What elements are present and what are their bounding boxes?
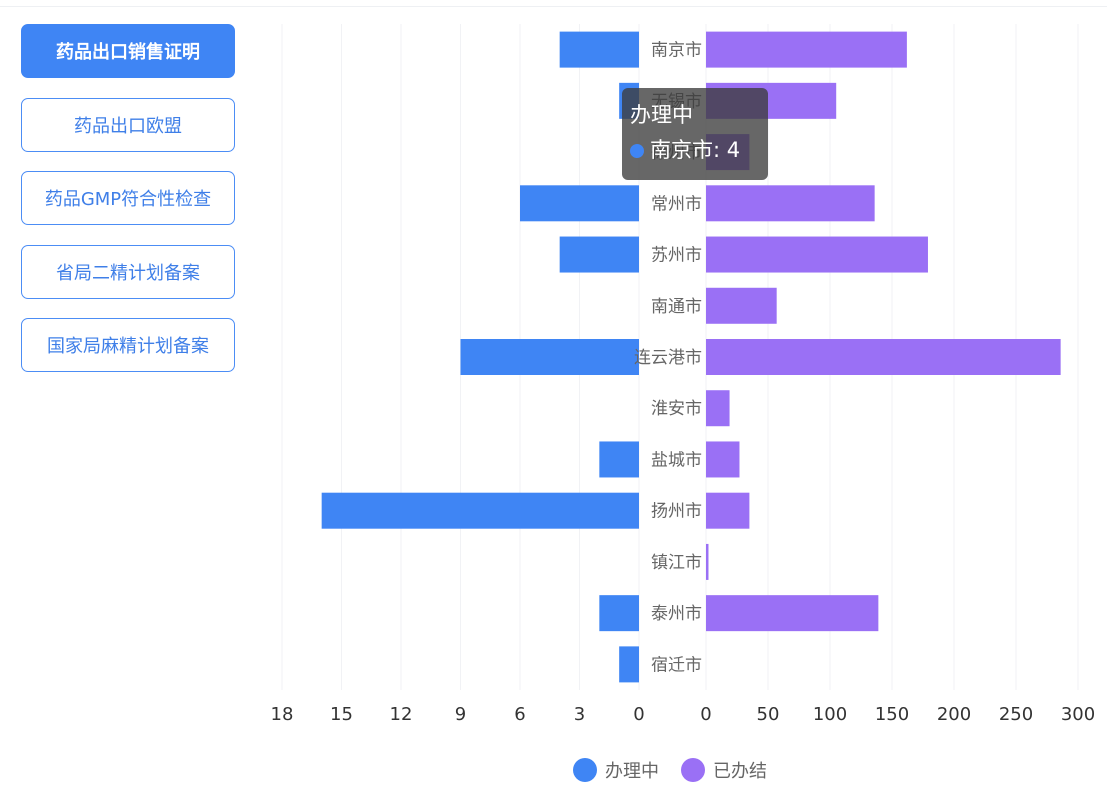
left-axis-tick: 0 [633,704,644,725]
legend-item-completed[interactable]: 已办结 [681,757,767,783]
bar-completed [706,236,928,273]
right-axis-tick: 0 [700,704,711,725]
category-label: 宿迁市 [651,655,702,675]
nav-button-national-plan[interactable]: 国家局麻精计划备案 [21,318,235,372]
legend-dot-completed [681,758,705,782]
bar-completed [706,543,709,580]
bar-in-progress [619,646,639,683]
left-axis-tick: 12 [390,704,413,725]
top-divider [0,6,1107,7]
right-axis-tick: 100 [813,704,847,725]
bar-in-progress [599,595,639,632]
bar-completed [706,441,740,478]
legend-dot-in-progress [573,758,597,782]
right-axis-tick: 50 [757,704,780,725]
nav-button-gmp-inspection[interactable]: 药品GMP符合性检查 [21,171,235,225]
nav-button-export-sales-cert[interactable]: 药品出口销售证明 [21,24,235,78]
right-axis-tick: 200 [937,704,971,725]
nav-button-provincial-plan[interactable]: 省局二精计划备案 [21,244,235,299]
category-label: 苏州市 [651,246,702,266]
category-label: 镇江市 [651,553,702,573]
tooltip-series-dot [630,144,644,158]
bar-completed [706,390,730,427]
right-axis-tick: 300 [1061,704,1095,725]
tooltip-title: 办理中 [630,103,693,127]
category-label: 盐城市 [651,450,702,470]
left-axis-tick: 15 [330,704,353,725]
category-label: 泰州市 [651,604,702,624]
chart-legend: 办理中 已办结 [573,757,789,783]
bar-in-progress [559,31,639,68]
category-label: 南京市 [651,41,702,61]
sidebar: 药品出口销售证明 药品出口欧盟 药品GMP符合性检查 省局二精计划备案 国家局麻… [21,24,237,392]
legend-label-in-progress: 办理中 [605,761,659,782]
legend-item-in-progress[interactable]: 办理中 [573,757,659,783]
bar-completed [706,287,777,324]
bar-completed [706,31,907,68]
bar-in-progress [599,441,639,478]
category-label: 扬州市 [651,502,702,522]
nav-button-export-eu[interactable]: 药品出口欧盟 [21,97,235,152]
legend-label-completed: 已办结 [713,761,767,782]
tooltip-row: 南京市: 4 [630,133,760,168]
right-axis-tick: 150 [875,704,909,725]
left-axis-tick: 6 [514,704,525,725]
left-axis-tick: 3 [574,704,585,725]
category-label: 常州市 [651,194,702,214]
bar-completed [706,185,875,222]
left-axis-tick: 18 [271,704,294,725]
left-axis-tick: 9 [455,704,466,725]
category-label: 连云港市 [634,348,702,368]
tooltip-text: 南京市: 4 [650,138,741,162]
category-label: 淮安市 [651,399,702,419]
right-axis-tick: 250 [999,704,1033,725]
chart-tooltip: 办理中 南京市: 4 [622,88,768,180]
bar-completed [706,595,879,632]
bar-completed [706,492,750,529]
bar-in-progress [559,236,639,273]
bar-in-progress [321,492,639,529]
bar-in-progress [520,185,639,222]
bar-in-progress [460,339,639,375]
category-label: 南通市 [651,297,702,317]
bar-completed [706,339,1061,375]
